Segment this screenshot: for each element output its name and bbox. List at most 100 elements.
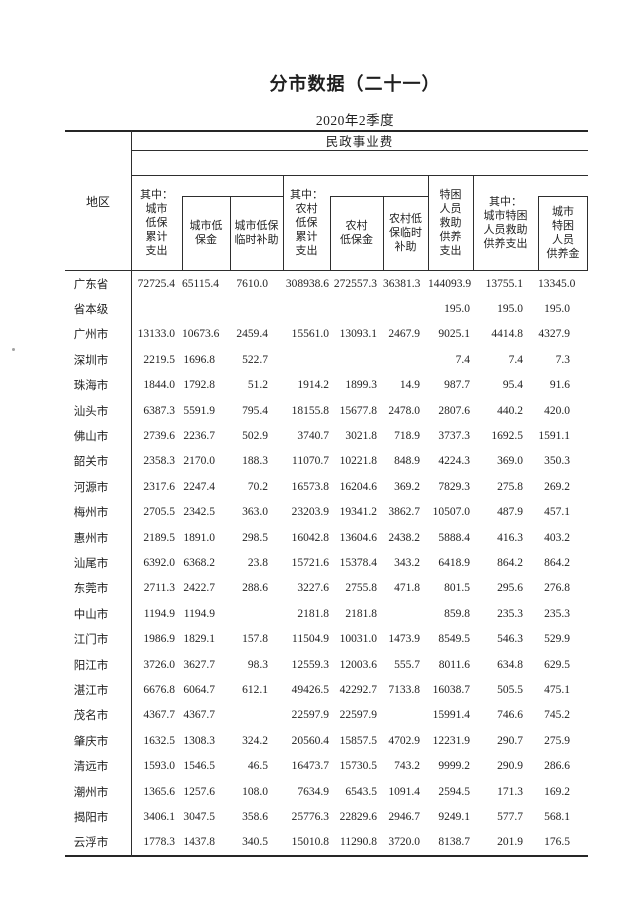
- value-cell: 795.4: [242, 404, 268, 417]
- page-title: 分市数据（二十一）: [269, 74, 441, 94]
- value-cell: 15857.5: [339, 734, 377, 747]
- value-cell: 2170.0: [183, 455, 215, 468]
- value-cell: 10507.0: [432, 506, 470, 519]
- value-cell: 2181.8: [297, 607, 329, 620]
- value-cell: 1891.0: [183, 531, 215, 544]
- value-cell: 23.8: [247, 556, 268, 569]
- table-row: 韶关市 2358.3 2170.0 188.3 11070.7 10221.8 848.9 4…: [65, 449, 588, 474]
- value-cell: 276.8: [544, 582, 570, 595]
- value-cell: 4702.9: [388, 734, 420, 747]
- table-row: 江门市 1986.9 1829.1 157.8 11504.9 10031.0 1473.9…: [65, 626, 588, 651]
- table-row: 惠州市 2189.5 1891.0 298.5 16042.8 13604.6 2438.2…: [65, 525, 588, 550]
- scan-artifact-dot: [12, 348, 15, 351]
- value-cell: 169.2: [544, 785, 570, 798]
- value-cell: 9249.1: [438, 810, 470, 823]
- column-header-rural-dibao-total: 其中： 农村 低保 累计 支出: [290, 188, 323, 257]
- value-cell: 1546.5: [183, 760, 215, 773]
- value-cell: 2236.7: [183, 430, 215, 443]
- nested-box-top-rule: [538, 196, 588, 197]
- value-cell: 2189.5: [143, 531, 175, 544]
- column-header-urban-dibao-fund: 城市低 保金: [189, 220, 223, 246]
- value-cell: 12231.9: [432, 734, 470, 747]
- value-cell: 144093.9: [428, 277, 472, 290]
- value-cell: 6064.7: [183, 683, 215, 696]
- column-divider: [428, 175, 429, 270]
- value-cell: 8138.7: [438, 836, 470, 849]
- region-cell: 省本级: [73, 304, 109, 317]
- group-header-underline: [131, 150, 588, 151]
- value-cell: 3627.7: [183, 658, 215, 671]
- value-cell: 864.2: [544, 556, 570, 569]
- value-cell: 2342.5: [183, 506, 215, 519]
- value-cell: 14.9: [399, 379, 420, 392]
- value-cell: 1792.8: [183, 379, 215, 392]
- value-cell: 10673.6: [182, 328, 220, 341]
- value-cell: 522.7: [242, 353, 268, 366]
- table-row: 省本级 195.0 195.0 195.0: [65, 296, 588, 321]
- value-cell: 195.0: [544, 303, 570, 316]
- value-cell: 6543.5: [345, 785, 377, 798]
- region-cell: 东莞市: [73, 583, 109, 596]
- value-cell: 65115.4: [182, 277, 219, 290]
- value-cell: 1308.3: [183, 734, 215, 747]
- value-cell: 22597.9: [339, 709, 377, 722]
- page-subtitle: 2020年2季度: [315, 113, 395, 128]
- value-cell: 308938.6: [285, 277, 329, 290]
- value-cell: 801.5: [444, 582, 470, 595]
- value-cell: 743.2: [394, 760, 420, 773]
- value-cell: 718.9: [394, 430, 420, 443]
- region-cell: 云浮市: [73, 837, 109, 850]
- column-divider: [587, 196, 588, 270]
- value-cell: 15730.5: [339, 760, 377, 773]
- value-cell: 2478.0: [388, 404, 420, 417]
- value-cell: 13755.1: [485, 277, 523, 290]
- value-cell: 6392.0: [143, 556, 175, 569]
- value-cell: 195.0: [444, 303, 470, 316]
- value-cell: 987.7: [444, 379, 470, 392]
- value-cell: 12559.3: [291, 658, 329, 671]
- value-cell: 505.5: [497, 683, 523, 696]
- value-cell: 1829.1: [183, 633, 215, 646]
- column-header-rural-dibao-temp: 农村低 保临时 补助: [389, 213, 422, 253]
- column-divider: [473, 175, 474, 270]
- table-row: 汕尾市 6392.0 6368.2 23.8 15721.6 15378.4 343.2 64…: [65, 550, 588, 575]
- value-cell: 188.3: [242, 455, 268, 468]
- value-cell: 286.6: [544, 760, 570, 773]
- value-cell: 440.2: [497, 404, 523, 417]
- value-cell: 1692.5: [491, 430, 523, 443]
- value-cell: 7.4: [508, 353, 523, 366]
- column-header-tekun-support: 特困 人员 救助 供养 支出: [439, 188, 462, 257]
- nested-box-top-rule: [330, 196, 428, 197]
- value-cell: 1257.6: [183, 785, 215, 798]
- table-row: 清远市 1593.0 1546.5 46.5 16473.7 15730.5 743.2 99…: [65, 753, 588, 778]
- value-cell: 1194.9: [183, 607, 215, 620]
- column-header-row: 其中： 城市 低保 累计 支出 城市低 保金 城市低保 临时补助 其中： 农村 …: [131, 130, 588, 270]
- header-bottom-rule: [65, 270, 588, 271]
- value-cell: 15991.4: [432, 709, 470, 722]
- value-cell: 3726.0: [143, 658, 175, 671]
- value-cell: 20560.4: [291, 734, 329, 747]
- value-cell: 3047.5: [183, 810, 215, 823]
- value-cell: 8011.6: [438, 658, 470, 671]
- value-cell: 416.3: [497, 531, 523, 544]
- table-bottom-border: [65, 855, 588, 857]
- value-cell: 2705.5: [143, 506, 175, 519]
- column-divider: [182, 196, 183, 270]
- value-cell: 746.6: [497, 709, 523, 722]
- data-table: 地区 民政事业费 其中： 城市 低保 累计 支出 城市低 保金 城市低保 临时补…: [65, 130, 588, 857]
- value-cell: 864.2: [497, 556, 523, 569]
- value-cell: 502.9: [242, 430, 268, 443]
- table-row: 中山市 1194.9 1194.9 2181.8 2181.8 859.8 235.3 235…: [65, 601, 588, 626]
- value-cell: 2317.6: [143, 480, 175, 493]
- value-cell: 4367.7: [183, 709, 215, 722]
- value-cell: 4367.7: [143, 709, 175, 722]
- value-cell: 1437.8: [183, 836, 215, 849]
- region-cell: 潮州市: [73, 786, 109, 799]
- value-cell: 745.2: [544, 709, 570, 722]
- value-cell: 18155.8: [291, 404, 329, 417]
- value-cell: 295.6: [497, 582, 523, 595]
- value-cell: 22597.9: [291, 709, 329, 722]
- value-cell: 2711.3: [143, 582, 175, 595]
- value-cell: 235.3: [544, 607, 570, 620]
- value-cell: 12003.6: [339, 658, 377, 671]
